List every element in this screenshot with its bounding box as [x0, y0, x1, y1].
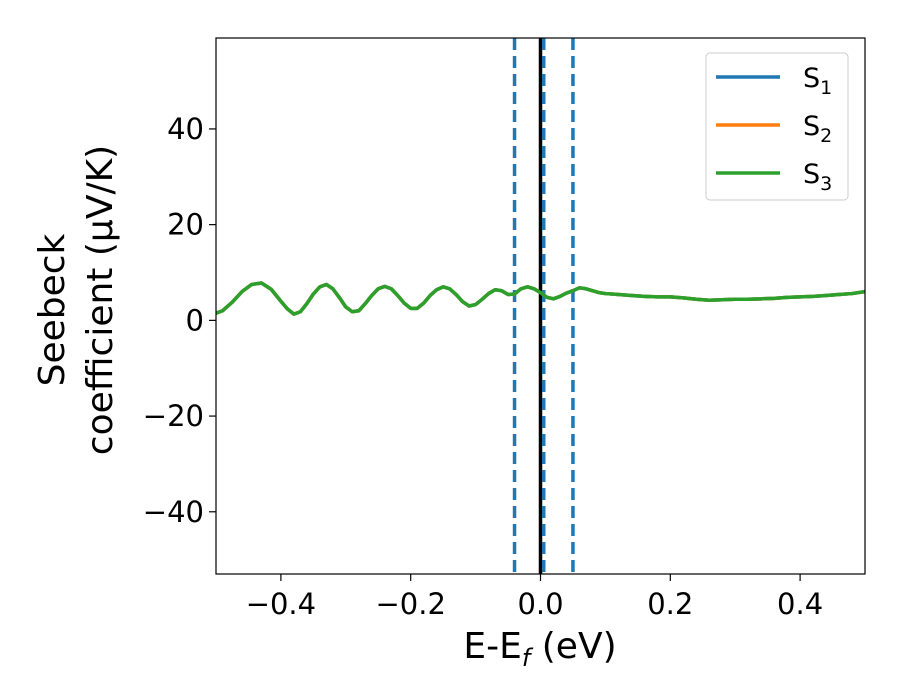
- y-axis-label-line1: Seebeck: [32, 233, 73, 386]
- legend-label-2: S2: [803, 111, 832, 147]
- y-tick-label: 0: [186, 303, 204, 337]
- x-tick-label: 0.0: [517, 587, 563, 621]
- x-tick-label: 0.4: [777, 587, 823, 621]
- x-axis-ticks: −0.4 −0.2 0.0 0.2 0.4: [246, 574, 823, 621]
- x-axis-label: E-Ef (eV): [463, 626, 616, 672]
- legend: S1 S2 S3: [705, 52, 849, 201]
- x-axis-label-unit: (eV): [530, 626, 616, 667]
- vertical-reference-lines: [512, 38, 575, 574]
- x-tick-label: 0.2: [647, 587, 693, 621]
- y-tick-label: 20: [167, 208, 204, 242]
- y-tick-label: −20: [143, 399, 204, 433]
- legend-label-3: S3: [803, 159, 832, 195]
- series-line-3: [216, 281, 865, 316]
- x-axis-label-main: E-E: [463, 626, 521, 667]
- y-tick-label: 40: [167, 112, 204, 146]
- y-axis-ticks: −40 −20 0 20 40: [143, 112, 216, 529]
- y-axis-label-line2: coefficient (μV/K): [80, 145, 121, 455]
- x-tick-label: −0.4: [246, 587, 316, 621]
- data-series: [216, 281, 865, 316]
- y-axis-label: Seebeck coefficient (μV/K): [32, 145, 121, 455]
- legend-label-1: S1: [803, 63, 832, 99]
- x-tick-label: −0.2: [375, 587, 445, 621]
- y-tick-label: −40: [143, 495, 204, 529]
